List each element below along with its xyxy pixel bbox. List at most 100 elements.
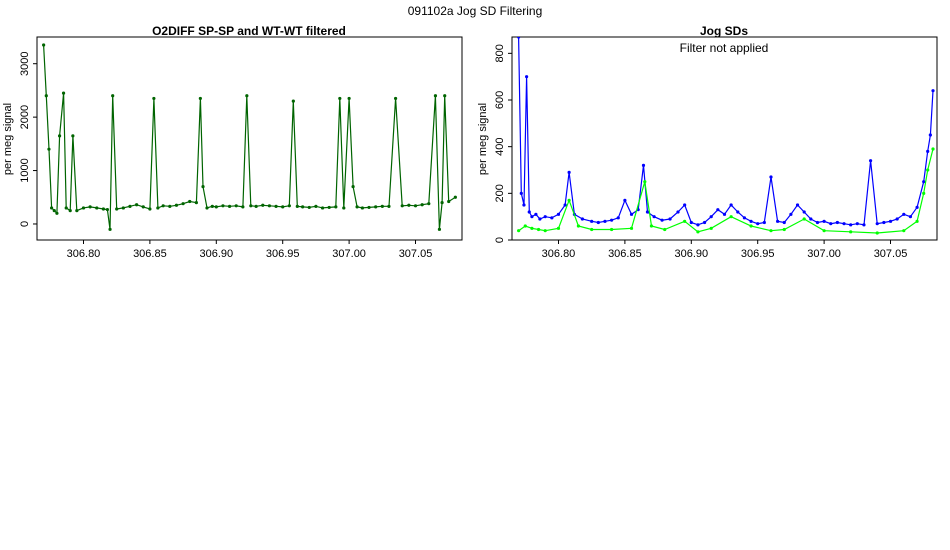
data-point bbox=[525, 75, 529, 79]
data-point bbox=[374, 205, 378, 209]
data-point bbox=[141, 205, 145, 209]
data-point bbox=[71, 134, 75, 138]
data-point bbox=[427, 202, 431, 206]
data-point bbox=[295, 204, 299, 208]
data-point bbox=[320, 206, 325, 210]
data-point bbox=[198, 96, 202, 101]
data-point bbox=[829, 222, 833, 226]
data-point bbox=[68, 209, 72, 213]
x-tick-label: 306.90 bbox=[674, 248, 708, 260]
page-title: 091102a Jog SD Filtering bbox=[408, 4, 543, 18]
data-point bbox=[121, 206, 125, 210]
data-point bbox=[550, 216, 554, 220]
data-point bbox=[367, 205, 371, 210]
data-point bbox=[95, 206, 99, 210]
data-point bbox=[210, 204, 214, 208]
data-point bbox=[249, 204, 253, 208]
data-point bbox=[769, 229, 773, 233]
series-line bbox=[43, 44, 456, 230]
data-point bbox=[44, 94, 48, 98]
data-point bbox=[716, 208, 720, 212]
data-point bbox=[567, 198, 571, 202]
data-point bbox=[168, 204, 172, 208]
data-point bbox=[709, 226, 713, 230]
data-point bbox=[888, 219, 893, 223]
chart-title-right: Jog SDs bbox=[700, 24, 748, 38]
data-point bbox=[517, 37, 521, 39]
data-point bbox=[400, 204, 404, 208]
series-line bbox=[518, 148, 934, 234]
x-tick-label: 307.00 bbox=[332, 248, 366, 260]
data-point bbox=[413, 204, 418, 208]
data-point bbox=[776, 219, 780, 223]
data-point bbox=[696, 230, 700, 234]
data-point bbox=[538, 217, 542, 221]
data-point bbox=[105, 207, 109, 212]
y-axis-label-right: per meg signal bbox=[477, 103, 489, 175]
data-point bbox=[64, 206, 68, 210]
data-point bbox=[42, 43, 46, 47]
y-tick-label: 1000 bbox=[19, 158, 31, 182]
data-point bbox=[334, 205, 338, 209]
data-point bbox=[387, 204, 391, 208]
data-point bbox=[534, 212, 538, 216]
data-point bbox=[57, 134, 62, 138]
data-point bbox=[902, 212, 906, 216]
data-point bbox=[407, 203, 411, 207]
data-point bbox=[205, 206, 209, 210]
plot-area bbox=[517, 37, 935, 235]
data-point bbox=[50, 206, 54, 210]
data-point bbox=[393, 96, 398, 101]
data-point bbox=[782, 220, 786, 225]
data-point bbox=[88, 205, 92, 209]
data-point bbox=[437, 227, 442, 231]
data-point bbox=[522, 203, 526, 207]
data-point bbox=[307, 205, 311, 210]
x-tick-label: 306.85 bbox=[133, 248, 167, 260]
data-point bbox=[590, 219, 594, 223]
data-point bbox=[355, 205, 359, 209]
data-point bbox=[842, 222, 846, 226]
data-point bbox=[616, 216, 620, 220]
data-point bbox=[868, 159, 873, 163]
data-point bbox=[517, 229, 521, 233]
data-point bbox=[702, 220, 707, 225]
data-point bbox=[683, 203, 687, 207]
x-tick-label: 306.85 bbox=[608, 248, 642, 260]
data-point bbox=[895, 217, 899, 221]
data-point bbox=[420, 203, 424, 207]
data-point bbox=[194, 201, 198, 205]
data-point bbox=[181, 202, 185, 206]
data-point bbox=[908, 215, 913, 219]
data-point bbox=[922, 191, 926, 195]
data-point bbox=[156, 206, 160, 210]
x-tick-label: 306.95 bbox=[741, 248, 775, 260]
data-point bbox=[696, 223, 700, 227]
plot-frame bbox=[36, 36, 463, 241]
x-tick-label: 307.05 bbox=[399, 248, 433, 260]
data-point bbox=[822, 219, 826, 223]
data-point bbox=[915, 219, 919, 223]
data-point bbox=[931, 89, 935, 93]
data-point bbox=[563, 203, 567, 207]
y-tick-label: 400 bbox=[494, 137, 506, 155]
data-point bbox=[915, 205, 919, 209]
data-point bbox=[652, 215, 656, 219]
data-point bbox=[802, 217, 806, 221]
data-point bbox=[749, 224, 753, 228]
data-point bbox=[835, 220, 839, 225]
data-point bbox=[55, 211, 59, 215]
data-point bbox=[928, 133, 932, 137]
data-point bbox=[815, 220, 820, 225]
data-point bbox=[115, 207, 119, 211]
y-axis-label-left: per meg signal bbox=[2, 103, 14, 175]
data-point bbox=[148, 207, 152, 211]
data-point bbox=[227, 204, 232, 208]
data-point bbox=[789, 212, 793, 216]
y-tick-label: 0 bbox=[19, 221, 31, 227]
data-point bbox=[623, 198, 627, 202]
data-point bbox=[849, 223, 853, 227]
data-point bbox=[590, 227, 594, 232]
data-point bbox=[795, 203, 800, 207]
data-point bbox=[855, 222, 859, 226]
